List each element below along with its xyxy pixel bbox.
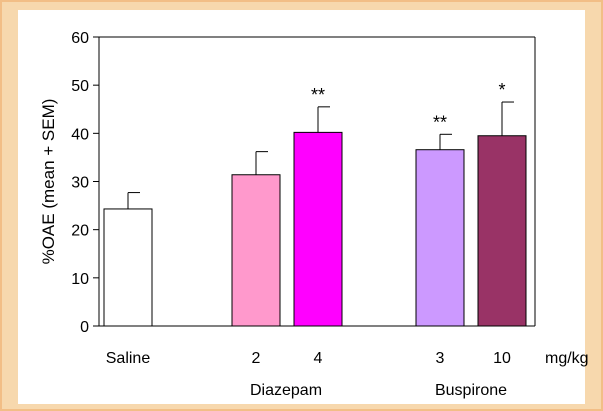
bar bbox=[231, 174, 281, 327]
y-tick-label: 10 bbox=[71, 271, 89, 288]
bars bbox=[103, 101, 527, 327]
bar bbox=[103, 208, 153, 327]
x-tick-label: 10 bbox=[493, 350, 511, 367]
group-label: Diazepam bbox=[250, 382, 322, 399]
significance-marker: ** bbox=[433, 112, 447, 132]
unit-label: mg/kg bbox=[545, 350, 589, 367]
significance-marker: ** bbox=[311, 85, 325, 105]
group-label: Buspirone bbox=[435, 382, 507, 399]
axes: 0 10 20 30 40 50 60 %OAE (mean + SEM) bbox=[39, 30, 536, 336]
y-axis-title: %OAE (mean + SEM) bbox=[39, 99, 58, 265]
y-tick-label: 40 bbox=[71, 126, 89, 143]
y-tick-label: 20 bbox=[71, 223, 89, 240]
bar bbox=[293, 131, 343, 327]
labels: Saline 2 ** 4 ** 3 * 10 Diazepam Buspirone mg/kg bbox=[106, 80, 589, 399]
x-tick-label: Saline bbox=[106, 350, 151, 367]
y-tick-label: 0 bbox=[80, 319, 89, 336]
y-tick-label: 60 bbox=[71, 30, 89, 47]
bar bbox=[415, 149, 465, 327]
bar bbox=[477, 135, 527, 327]
x-tick-label: 4 bbox=[314, 350, 323, 367]
significance-marker: * bbox=[498, 80, 505, 100]
x-tick-label: 2 bbox=[252, 350, 261, 367]
y-tick-label: 50 bbox=[71, 78, 89, 95]
y-tick-label: 30 bbox=[71, 175, 89, 192]
x-tick-label: 3 bbox=[436, 350, 445, 367]
